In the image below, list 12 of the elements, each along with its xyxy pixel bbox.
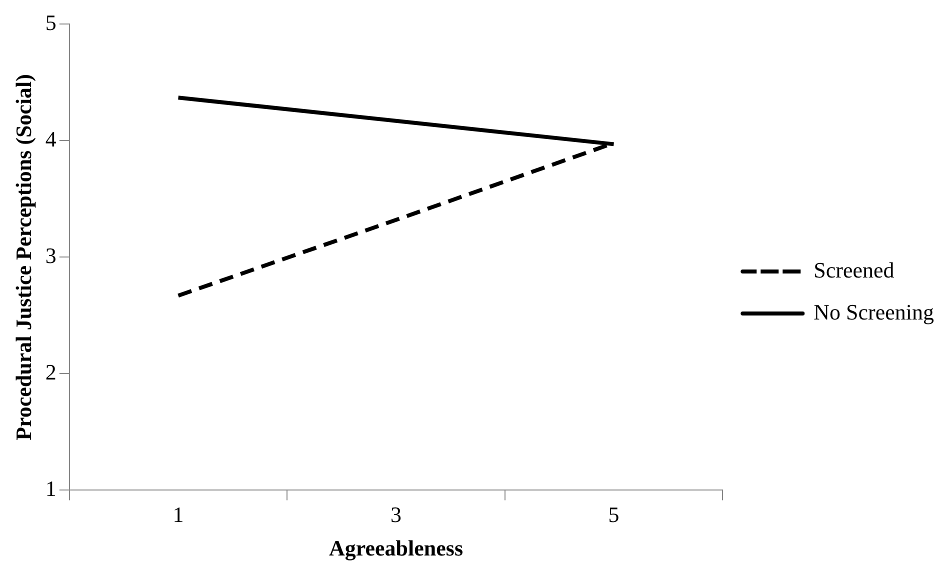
y-tick-label: 5: [45, 10, 56, 35]
x-axis-title: Agreeableness: [329, 535, 464, 560]
y-tick-label: 2: [45, 359, 56, 384]
y-axis-title: Procedural Justice Perceptions (Social): [10, 74, 36, 440]
legend-label: No Screening: [814, 299, 934, 324]
x-tick-label: 1: [172, 502, 184, 528]
y-tick-label: 4: [45, 126, 56, 152]
y-tick-label: 1: [45, 476, 56, 501]
x-tick-label: 3: [390, 502, 402, 528]
legend-label: Screened: [814, 257, 894, 282]
x-tick-label: 5: [608, 502, 620, 528]
y-tick-label: 3: [45, 242, 56, 268]
